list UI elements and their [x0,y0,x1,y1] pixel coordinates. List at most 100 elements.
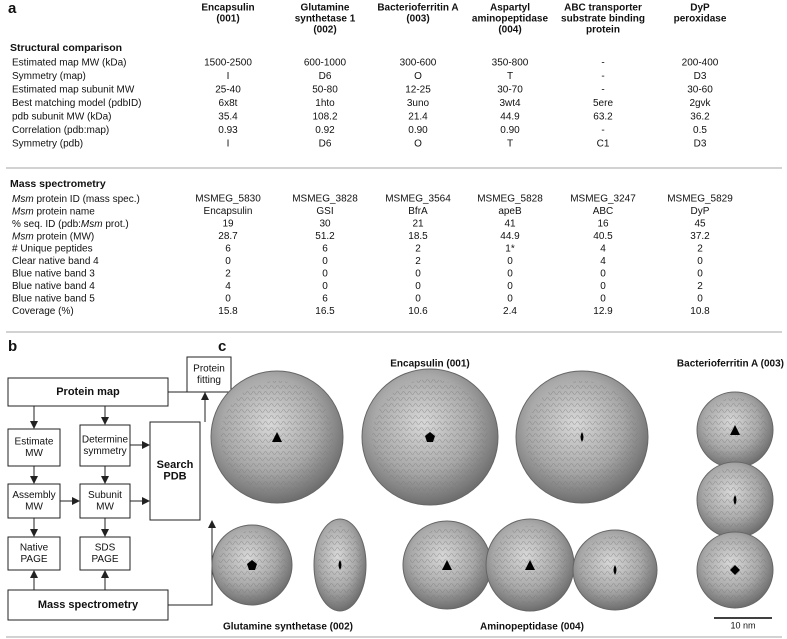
row-label: Symmetry (pdb) [12,139,83,150]
label-part: protein name [34,206,96,217]
cell: 2.4 [503,306,517,317]
cell: 350-800 [492,58,529,69]
row-label: # Unique peptides [12,244,93,255]
column-header: Bacterioferritin A [377,3,458,14]
cell: 2gvk [689,98,711,109]
cell: 44.9 [500,112,520,123]
column-header: ABC transporter [564,3,642,14]
column-header: substrate binding [561,14,645,25]
symmetry-symbol [525,560,535,570]
cell: 51.2 [315,231,335,242]
cell: MSMEG_3564 [385,194,451,205]
cell: MSMEG_3247 [570,194,636,205]
cell: 12-25 [405,85,431,96]
cell: MSMEG_5829 [667,194,733,205]
cell: 0 [225,256,231,267]
cell: I [227,139,230,150]
symmetry-symbol [730,565,740,575]
column-header: Encapsulin [201,3,254,14]
row-label: Estimated map subunit MW [12,85,135,96]
cell: 0 [507,256,513,267]
column-header: Aspartyl [490,3,530,14]
cell: 41 [504,219,516,230]
cell: D6 [319,139,332,150]
symmetry-symbol [730,425,740,435]
box-label: Determine [82,434,129,445]
cell: - [601,58,604,69]
symmetry-symbol [338,560,342,570]
cell: 30-60 [687,85,713,96]
box-label: Native [20,542,49,553]
cell: T [507,139,513,150]
cell: 0.92 [315,125,335,136]
cell: MSMEG_5830 [195,194,261,205]
cell: 15.8 [218,306,238,317]
caption: Encapsulin (001) [390,359,469,370]
cell: 0 [322,269,328,280]
cell: 0 [697,294,703,305]
cell: 1* [505,244,515,255]
cell: C1 [597,139,610,150]
cell: GSI [316,206,333,217]
cell: Encapsulin [204,206,253,217]
cell: apeB [498,206,522,217]
cell: 21.4 [408,112,428,123]
cell: 6 [322,294,328,305]
panel-label: b [8,338,17,355]
cell: 19 [222,219,234,230]
cell: 0 [415,294,421,305]
label-part: prot.) [103,219,129,230]
cell: 0 [600,294,606,305]
caption: Aminopeptidase (004) [480,622,584,633]
cell: ABC [593,206,614,217]
flow-box [79,536,131,571]
cell: MSMEG_3828 [292,194,358,205]
flow-box [79,483,131,519]
cell: 3wt4 [499,98,521,109]
cell: 30 [319,219,331,230]
box-label: fitting [197,375,221,386]
cell: 16.5 [315,306,335,317]
cell: 21 [412,219,424,230]
cell: 45 [694,219,706,230]
cell: 10.6 [408,306,428,317]
cell: MSMEG_5828 [477,194,543,205]
flow-box [7,483,61,519]
cell: 50-80 [312,85,338,96]
box-label: MW [25,501,43,512]
row-label: pdb subunit MW (kDa) [12,112,111,123]
cell: 2 [697,244,703,255]
cell: 35.4 [218,112,238,123]
box-label: MW [96,501,114,512]
column-header: Glutamine [301,3,350,14]
cell: 0 [507,281,513,292]
panel-label: a [8,0,17,17]
column-header: (004) [498,25,521,36]
label-part: Msm [12,206,34,217]
cell: 0 [322,256,328,267]
symmetry-symbol [733,495,737,505]
cell: 12.9 [593,306,613,317]
cell: D3 [694,139,707,150]
cell: 2 [415,256,421,267]
cell: 4 [225,281,231,292]
cell: 6 [322,244,328,255]
symmetry-symbol [247,560,257,570]
section-title: Mass spectrometry [10,178,106,190]
cell: 0.90 [500,125,520,136]
row-label: Msm protein name [12,206,95,217]
column-header: synthetase 1 [295,14,356,25]
cell: 1hto [315,98,335,109]
cell: 1500-2500 [204,58,252,69]
row-label: % seq. ID (pdb:Msm prot.) [12,219,129,230]
row-label: Correlation (pdb:map) [12,125,109,136]
cell: 2 [415,244,421,255]
box-label: SDS [95,542,116,553]
cell: 10.8 [690,306,710,317]
symmetry-symbol [425,432,435,442]
cell: 0 [507,269,513,280]
label-part: Msm [12,231,34,242]
cell: 0.90 [408,125,428,136]
box-label: PAGE [91,554,118,565]
